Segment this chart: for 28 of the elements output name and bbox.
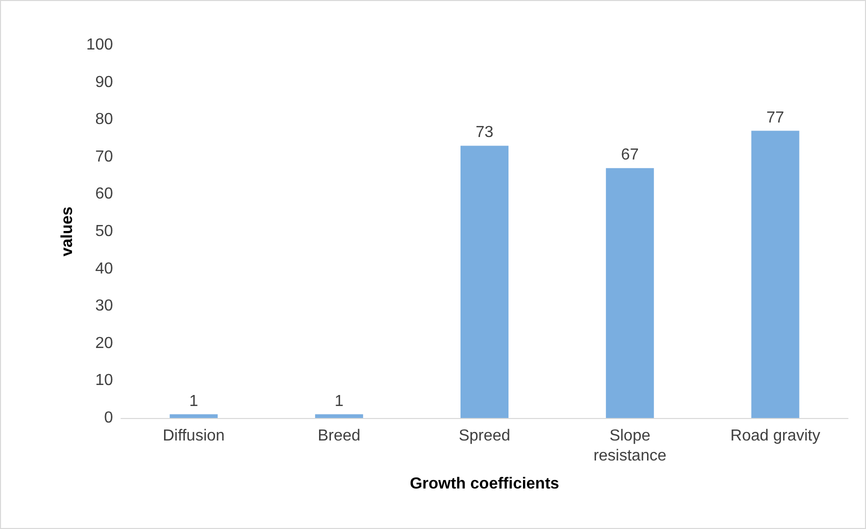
x-axis-title: Growth coefficients	[410, 476, 560, 492]
data-label: 1	[189, 392, 198, 410]
y-tick-label: 100	[86, 36, 114, 54]
y-tick-label: 30	[95, 298, 114, 315]
x-tick-label: Road gravity	[730, 428, 820, 444]
y-axis-title: values	[58, 206, 76, 256]
y-tick-label: 50	[95, 223, 114, 240]
data-label: 1	[334, 392, 344, 410]
data-label: 73	[476, 124, 494, 142]
bar	[315, 414, 364, 418]
y-tick-label: 40	[95, 260, 114, 278]
x-tick-label: Slope resistance	[593, 428, 666, 464]
y-tick-label: 10	[95, 372, 114, 390]
y-tick-label: 60	[95, 186, 114, 203]
y-tick-label: 0	[104, 410, 114, 426]
x-tick-label: Diffusion	[162, 428, 225, 444]
bar	[170, 414, 218, 418]
y-tick-label: 80	[95, 111, 114, 128]
y-tick-label: 20	[95, 334, 114, 352]
data-label: 77	[766, 109, 784, 126]
y-tick-label: 70	[95, 148, 114, 166]
data-label: 67	[621, 146, 639, 164]
bar	[606, 168, 654, 418]
bar	[460, 146, 508, 418]
bar	[751, 130, 800, 418]
y-tick-label: 90	[95, 74, 114, 91]
x-tick-label: Breed	[318, 428, 360, 444]
x-tick-label: Spreed	[458, 428, 510, 444]
